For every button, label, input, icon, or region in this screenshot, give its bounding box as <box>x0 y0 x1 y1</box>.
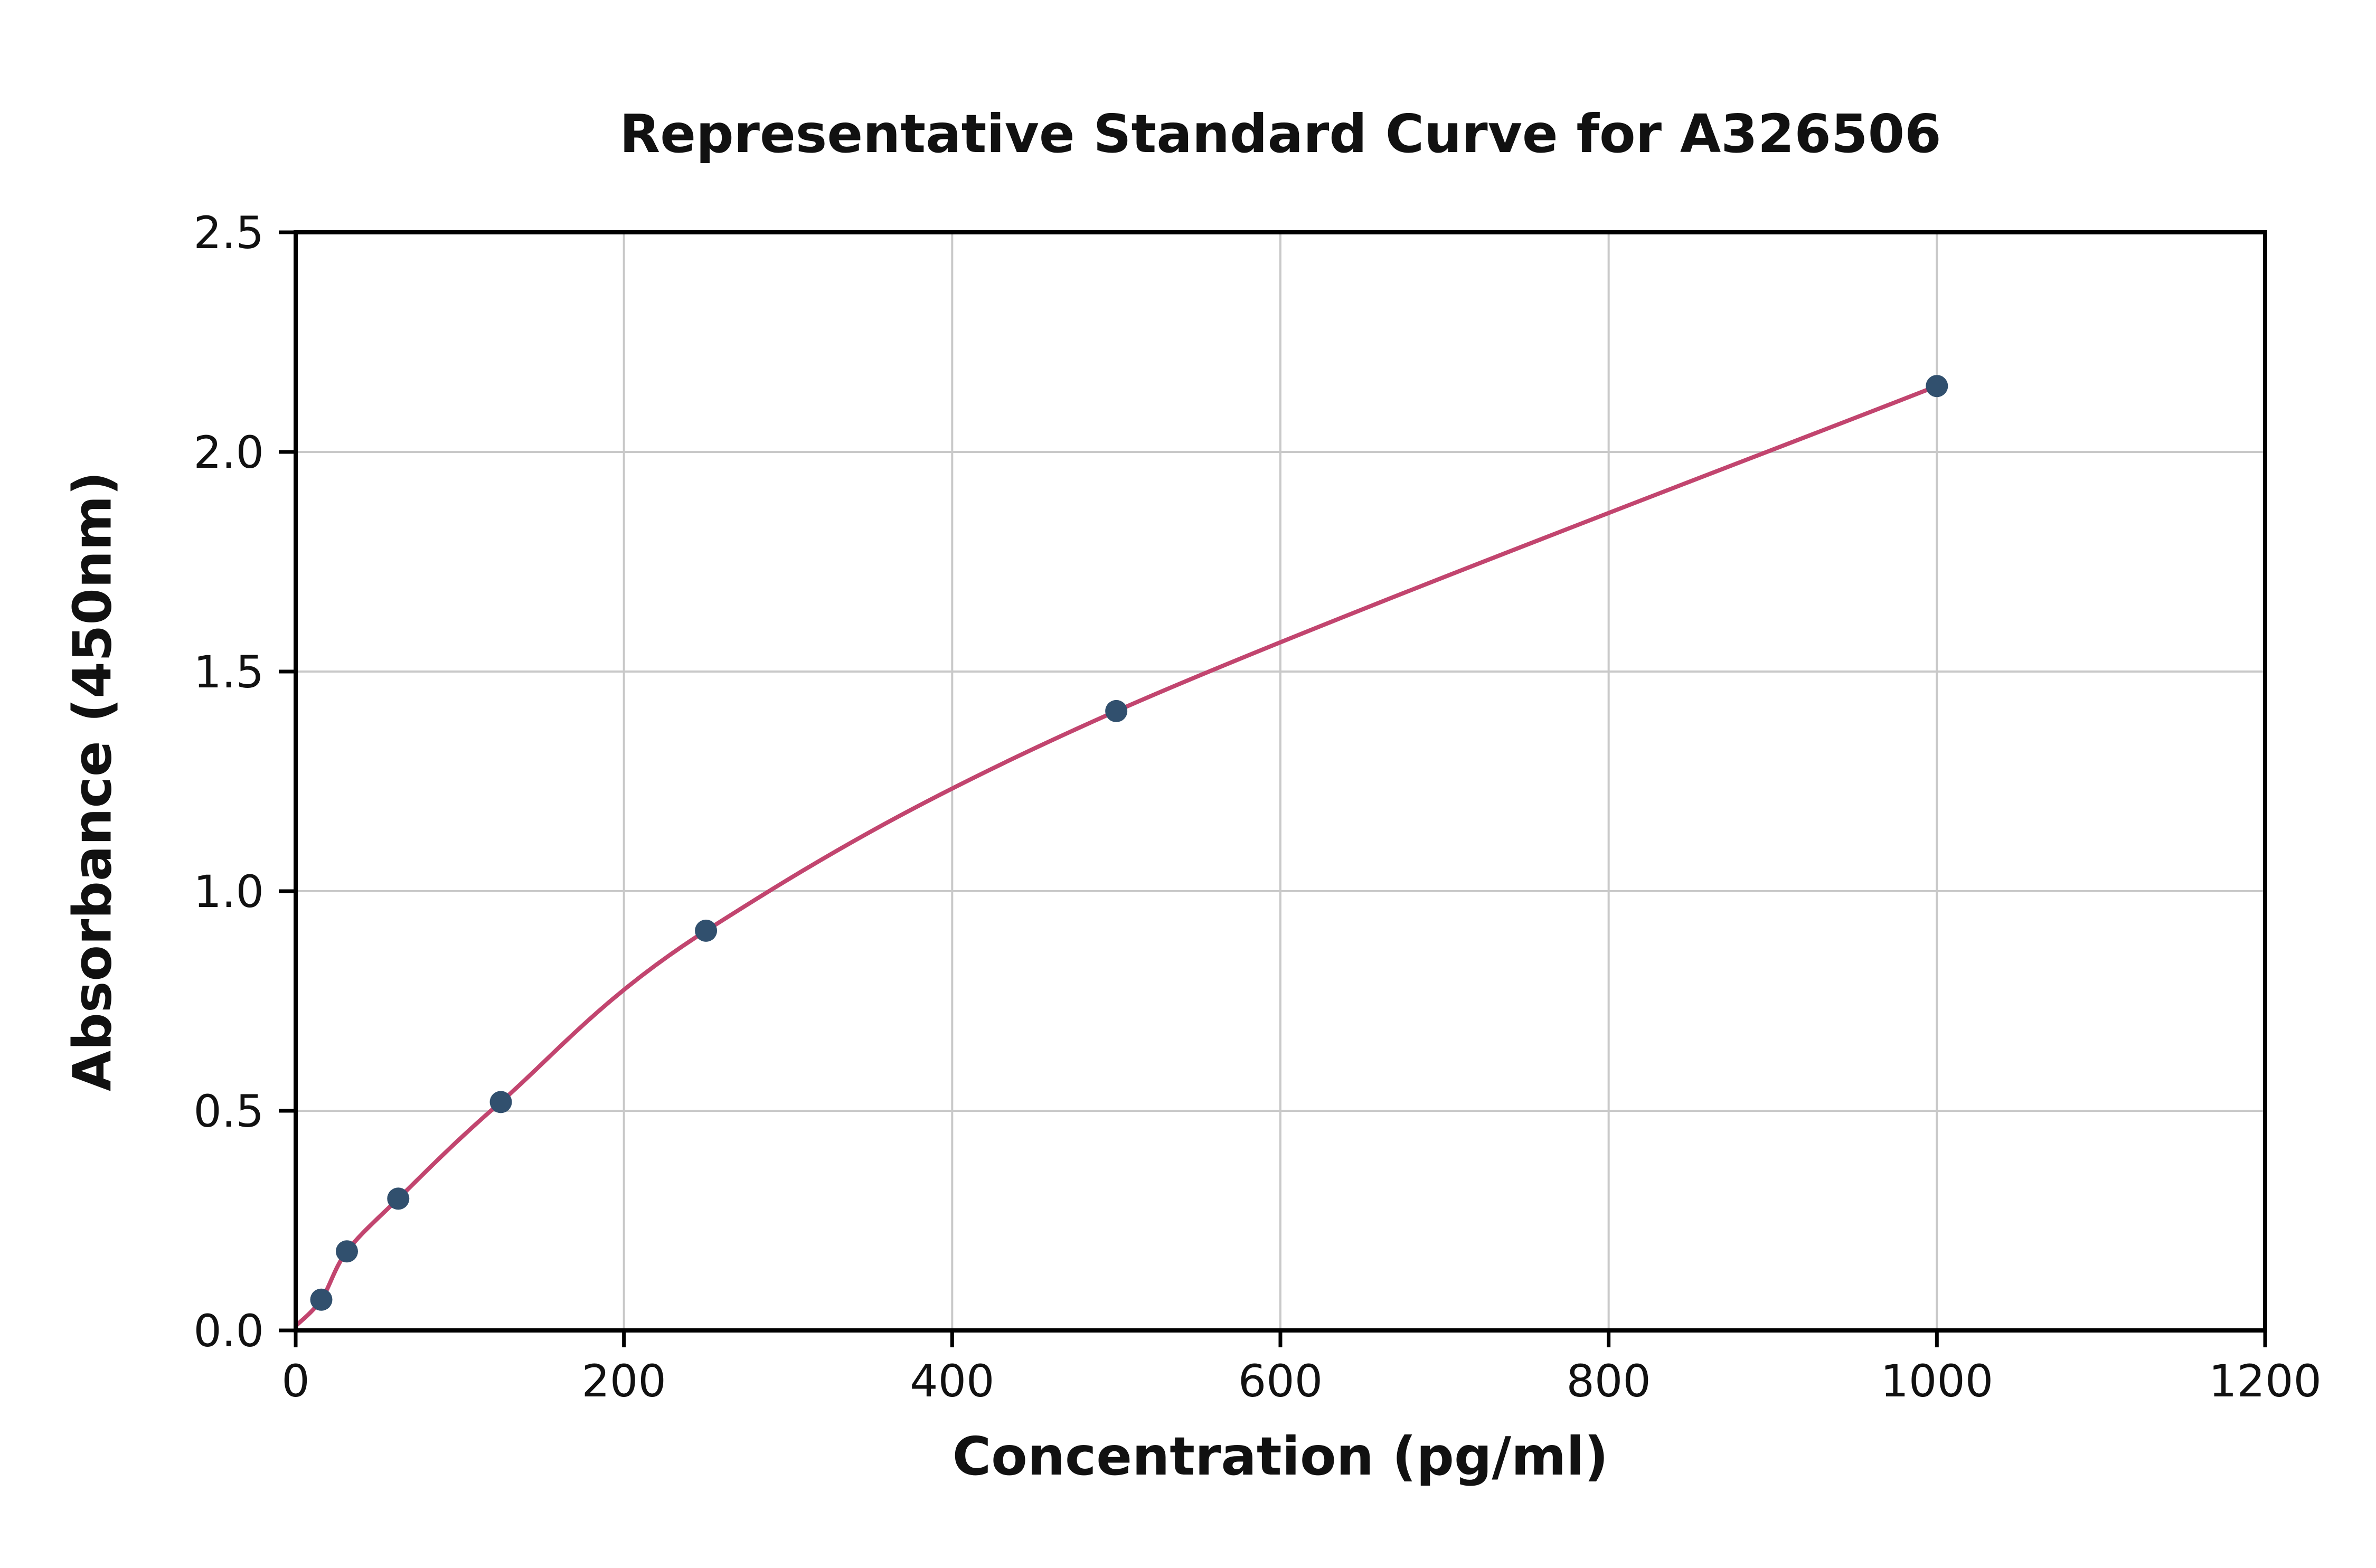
data-point <box>695 919 718 942</box>
y-tick-label: 1.5 <box>193 646 264 698</box>
data-point <box>489 1091 512 1113</box>
y-tick-label: 2.5 <box>193 207 264 259</box>
data-point <box>1105 700 1128 722</box>
fit-curve <box>294 384 1939 1328</box>
y-tick-label: 2.0 <box>193 427 264 478</box>
data-point <box>387 1187 410 1210</box>
x-tick-label: 600 <box>1238 1355 1323 1407</box>
x-tick-label: 1000 <box>1880 1355 1993 1407</box>
x-tick-label: 0 <box>281 1355 309 1407</box>
y-tick-label: 0.0 <box>193 1305 264 1357</box>
chart-title: Representative Standard Curve for A32650… <box>619 103 1941 165</box>
x-tick-label: 200 <box>581 1355 666 1407</box>
data-point <box>335 1240 358 1263</box>
x-axis-label: Concentration (pg/ml) <box>952 1425 1609 1487</box>
x-tick-label: 400 <box>910 1355 994 1407</box>
x-tick-label: 800 <box>1566 1355 1651 1407</box>
y-tick-label: 1.0 <box>193 866 264 918</box>
x-tick-label: 1200 <box>2209 1355 2322 1407</box>
y-tick-label: 0.5 <box>193 1085 264 1137</box>
data-point <box>1926 375 1948 398</box>
data-point <box>310 1288 333 1311</box>
